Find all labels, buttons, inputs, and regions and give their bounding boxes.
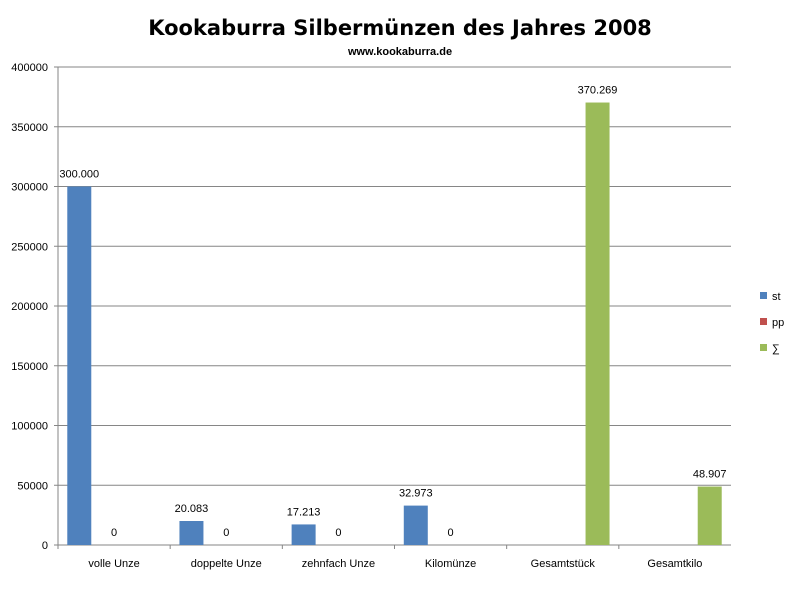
y-tick-label: 200000: [11, 301, 48, 313]
y-tick-label: 0: [42, 540, 48, 552]
data-label: 48.907: [693, 469, 727, 481]
y-tick-label: 100000: [11, 421, 48, 433]
gridlines: [58, 66, 731, 486]
legend-label: ∑: [772, 343, 780, 355]
x-tick-label: Kilomünze: [425, 558, 476, 570]
bars: [67, 102, 722, 546]
y-tick-label: 400000: [11, 62, 48, 74]
legend-label: pp: [772, 317, 784, 329]
data-label: 0: [335, 527, 341, 539]
data-label: 300.000: [59, 169, 99, 181]
legend: st pp ∑: [760, 291, 784, 355]
legend-swatch-pp: [760, 318, 767, 325]
y-tick-label: 250000: [11, 241, 48, 253]
bar-st: [403, 505, 428, 545]
x-tick-label: doppelte Unze: [191, 558, 262, 570]
data-label: 32.973: [399, 488, 433, 500]
data-label: 20.083: [175, 503, 209, 515]
data-label: 370.269: [578, 85, 618, 97]
bar-∑: [585, 102, 610, 546]
x-tick-label: Gesamtkilo: [647, 558, 702, 570]
data-label: 0: [111, 527, 117, 539]
data-label: 0: [223, 527, 229, 539]
data-label: 17.213: [287, 506, 321, 518]
legend-swatch-∑: [760, 344, 767, 351]
x-tick-label: zehnfach Unze: [302, 558, 375, 570]
chart-subtitle: www.kookaburra.de: [347, 46, 452, 58]
y-tick-label: 350000: [11, 122, 48, 134]
x-tick-label: volle Unze: [88, 558, 139, 570]
y-tick-label: 150000: [11, 361, 48, 373]
bar-∑: [697, 486, 722, 545]
bar-st: [291, 524, 316, 545]
legend-swatch-st: [760, 292, 767, 299]
y-tick-label: 50000: [17, 480, 48, 492]
legend-label: st: [772, 291, 781, 303]
bar-st: [179, 521, 204, 545]
axes: 0 50000 100000 150000 200000 250000 300000 3500…: [11, 62, 731, 570]
data-labels: 300.000 0 20.083 0 17.213 0 32.973 0 370.269 48.9…: [59, 85, 726, 539]
data-label: 0: [448, 527, 454, 539]
y-tick-label: 300000: [11, 182, 48, 194]
x-tick-label: Gesamtstück: [531, 558, 596, 570]
chart-title: Kookaburra Silbermünzen des Jahres 2008: [148, 16, 652, 40]
bar-st: [67, 186, 92, 545]
